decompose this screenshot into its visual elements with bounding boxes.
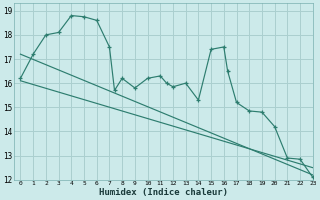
X-axis label: Humidex (Indice chaleur): Humidex (Indice chaleur)	[99, 188, 228, 197]
